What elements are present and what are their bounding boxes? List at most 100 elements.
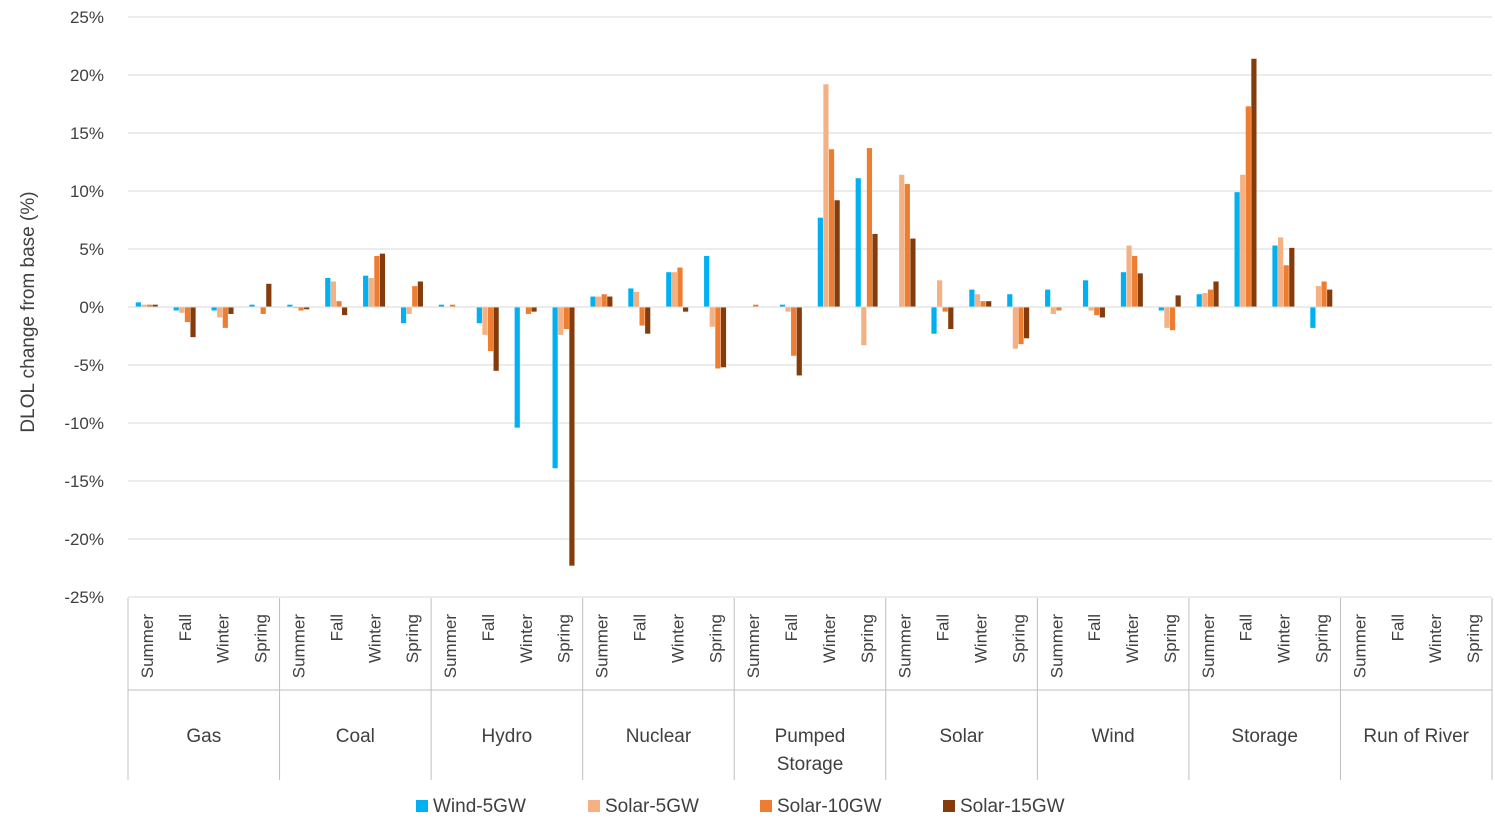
- bar: [720, 307, 727, 368]
- bar: [173, 307, 179, 311]
- y-tick-label: 0%: [79, 298, 104, 317]
- y-tick-label: -5%: [74, 356, 104, 375]
- bar: [249, 304, 255, 307]
- legend: Wind-5GW Solar-5GW Solar-10GW Solar-15GW: [416, 796, 1065, 817]
- bar: [1126, 245, 1132, 307]
- y-tick-label: 15%: [70, 124, 104, 143]
- bar: [1315, 286, 1322, 307]
- bar: [493, 307, 499, 371]
- legend-swatch: [416, 800, 428, 812]
- group-label: Coal: [336, 726, 375, 747]
- bar: [1012, 307, 1018, 349]
- bar: [228, 307, 234, 314]
- season-tick-label: Fall: [1085, 614, 1104, 641]
- bar: [753, 304, 759, 307]
- bar: [374, 255, 380, 307]
- group-label: Hydro: [482, 726, 533, 747]
- bar: [1245, 106, 1251, 307]
- season-tick-label: Summer: [441, 614, 460, 679]
- legend-label: Solar-10GW: [777, 796, 882, 817]
- bars: [135, 58, 1333, 566]
- bar: [1023, 307, 1030, 339]
- bar: [791, 307, 797, 356]
- bar: [1289, 247, 1295, 307]
- season-tick-label: Winter: [1426, 614, 1445, 663]
- season-tick-label: Spring: [1313, 614, 1332, 663]
- bar: [211, 307, 217, 311]
- legend-label: Wind-5GW: [433, 796, 526, 817]
- season-tick-label: Spring: [706, 614, 725, 663]
- y-tick-label: 10%: [70, 182, 104, 201]
- season-tick-label: Spring: [1161, 614, 1180, 663]
- bar: [287, 304, 293, 307]
- bar: [785, 307, 791, 312]
- y-tick-label: -20%: [64, 530, 104, 549]
- bar: [596, 296, 602, 307]
- bar: [558, 307, 564, 335]
- bar: [222, 307, 228, 328]
- bar: [525, 307, 532, 314]
- bar: [1045, 289, 1051, 307]
- season-tick-label: Spring: [858, 614, 877, 663]
- bar: [487, 307, 494, 352]
- group-label: Storage: [1231, 726, 1298, 747]
- bar: [607, 296, 613, 307]
- group-label: Pumped: [775, 726, 846, 747]
- bar: [872, 233, 878, 307]
- bar: [1251, 58, 1257, 308]
- bar: [152, 304, 158, 307]
- bar: [1327, 289, 1333, 307]
- bar: [190, 307, 196, 338]
- bar: [330, 281, 336, 307]
- season-tick-label: Winter: [668, 614, 687, 663]
- bar: [980, 301, 986, 307]
- bar: [1050, 307, 1056, 314]
- bar: [948, 307, 954, 330]
- bar: [866, 148, 873, 307]
- x-axis: Summer Fall Winter Spring Gas Summer Fall Winte…: [127, 306, 1493, 780]
- season-tick-label: Summer: [896, 614, 915, 679]
- bar: [184, 307, 191, 323]
- bar: [823, 84, 829, 307]
- season-tick-label: Summer: [1199, 614, 1218, 679]
- legend-label: Solar-5GW: [605, 796, 699, 817]
- bar: [412, 286, 418, 307]
- bar: [1088, 307, 1094, 311]
- season-tick-label: Spring: [1009, 614, 1028, 663]
- bar: [677, 267, 683, 307]
- bar: [336, 301, 342, 307]
- bar: [1164, 307, 1170, 328]
- bar: [974, 294, 981, 307]
- bar: [1137, 273, 1143, 307]
- bar: [368, 278, 374, 307]
- bar: [937, 280, 943, 307]
- season-tick-label: Fall: [631, 614, 650, 641]
- bar: [552, 307, 558, 469]
- y-tick-label: -15%: [64, 472, 104, 491]
- bar: [671, 272, 677, 307]
- bar: [260, 307, 266, 314]
- bar: [1132, 255, 1138, 307]
- group-label: Gas: [186, 726, 221, 747]
- bar: [899, 174, 905, 307]
- bar: [569, 307, 575, 566]
- season-tick-label: Winter: [972, 614, 991, 663]
- season-tick-label: Spring: [403, 614, 422, 663]
- bar: [266, 283, 272, 307]
- bar: [1213, 281, 1219, 307]
- bar: [628, 288, 634, 307]
- bar: [417, 281, 423, 307]
- bar: [666, 272, 672, 307]
- bar: [828, 149, 835, 307]
- y-axis-ticks: 25% 20% 15% 10% 5% 0% -5% -10% -15% -20% -25%: [64, 8, 104, 607]
- bar: [179, 307, 185, 313]
- bar: [514, 307, 520, 428]
- bar: [531, 307, 537, 312]
- bar: [817, 217, 823, 307]
- bar: [325, 278, 331, 307]
- bar: [1202, 293, 1208, 307]
- bar: [715, 307, 721, 369]
- bar: [1158, 307, 1164, 311]
- bar: [931, 307, 937, 334]
- bar: [639, 307, 645, 326]
